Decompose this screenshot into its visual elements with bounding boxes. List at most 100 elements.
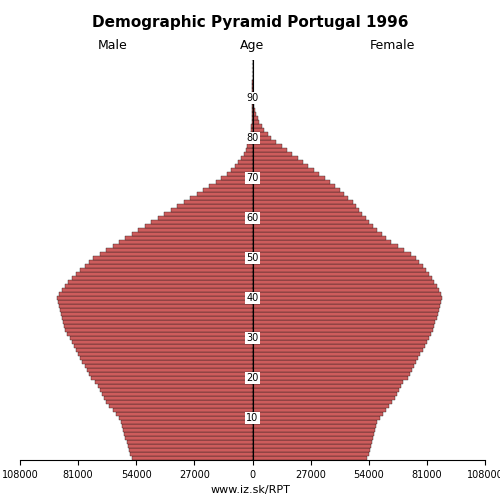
Bar [124, 432, 252, 436]
Bar [177, 204, 252, 208]
Text: Demographic Pyramid Portugal 1996: Demographic Pyramid Portugal 1996 [92, 15, 408, 30]
Bar [252, 448, 370, 452]
Bar [252, 148, 288, 152]
Bar [252, 128, 264, 132]
Bar [252, 188, 340, 192]
Bar [252, 336, 429, 340]
Bar [74, 344, 252, 348]
Bar [145, 224, 252, 228]
Bar [126, 440, 252, 444]
Bar [238, 160, 252, 164]
Bar [252, 288, 438, 292]
Bar [252, 388, 399, 392]
Bar [252, 144, 282, 148]
Bar [252, 256, 416, 260]
Bar [252, 420, 378, 424]
Bar [252, 428, 375, 432]
Bar [252, 348, 422, 352]
Bar [252, 404, 389, 408]
Text: Age: Age [240, 39, 264, 52]
Bar [126, 436, 252, 440]
Bar [252, 260, 420, 264]
Bar [203, 188, 252, 192]
Bar [252, 276, 432, 280]
Bar [132, 456, 252, 460]
Text: www.iz.sk/RPT: www.iz.sk/RPT [210, 485, 290, 495]
Bar [126, 236, 252, 240]
Bar [252, 220, 369, 224]
Bar [89, 260, 252, 264]
Bar [89, 372, 252, 376]
Bar [80, 268, 252, 272]
Bar [252, 432, 374, 436]
Bar [252, 112, 256, 116]
Bar [96, 380, 252, 384]
Bar [252, 196, 348, 200]
Bar [252, 176, 324, 180]
Bar [252, 308, 438, 312]
Bar [59, 304, 252, 308]
Text: 60: 60 [246, 213, 258, 223]
Text: 90: 90 [246, 93, 258, 103]
Bar [252, 332, 431, 336]
Bar [252, 456, 366, 460]
Bar [250, 136, 252, 140]
Bar [252, 104, 254, 108]
Bar [246, 148, 252, 152]
Bar [252, 208, 359, 212]
Bar [252, 136, 272, 140]
Bar [252, 296, 442, 300]
Text: 70: 70 [246, 173, 258, 183]
Bar [252, 320, 436, 324]
Bar [252, 224, 373, 228]
Bar [252, 272, 429, 276]
Bar [250, 132, 252, 136]
Bar [170, 208, 252, 212]
Bar [252, 412, 382, 416]
Bar [251, 128, 252, 132]
Bar [252, 436, 373, 440]
Bar [252, 216, 366, 220]
Bar [252, 408, 386, 412]
Bar [252, 180, 330, 184]
Text: Male: Male [98, 39, 128, 52]
Bar [106, 248, 253, 252]
Bar [119, 416, 252, 420]
Bar [100, 252, 252, 256]
Bar [252, 240, 392, 244]
Bar [252, 312, 438, 316]
Bar [128, 444, 252, 448]
Bar [248, 140, 252, 144]
Bar [152, 220, 252, 224]
Bar [252, 440, 372, 444]
Text: 50: 50 [246, 253, 258, 263]
Bar [119, 240, 252, 244]
Bar [65, 328, 252, 332]
Bar [252, 236, 386, 240]
Bar [235, 164, 252, 168]
Bar [252, 192, 344, 196]
Bar [252, 384, 401, 388]
Bar [252, 108, 255, 112]
Bar [248, 144, 252, 148]
Bar [252, 356, 418, 360]
Text: 30: 30 [246, 333, 258, 343]
Bar [231, 168, 252, 172]
Bar [65, 284, 252, 288]
Bar [62, 288, 252, 292]
Bar [128, 448, 252, 452]
Bar [252, 116, 258, 120]
Bar [252, 244, 398, 248]
Bar [110, 404, 253, 408]
Bar [93, 256, 252, 260]
Bar [59, 292, 252, 296]
Bar [226, 172, 252, 176]
Bar [242, 156, 252, 160]
Bar [86, 368, 252, 372]
Bar [84, 364, 252, 368]
Bar [252, 392, 396, 396]
Bar [76, 348, 252, 352]
Bar [252, 264, 422, 268]
Bar [252, 292, 441, 296]
Bar [252, 184, 336, 188]
